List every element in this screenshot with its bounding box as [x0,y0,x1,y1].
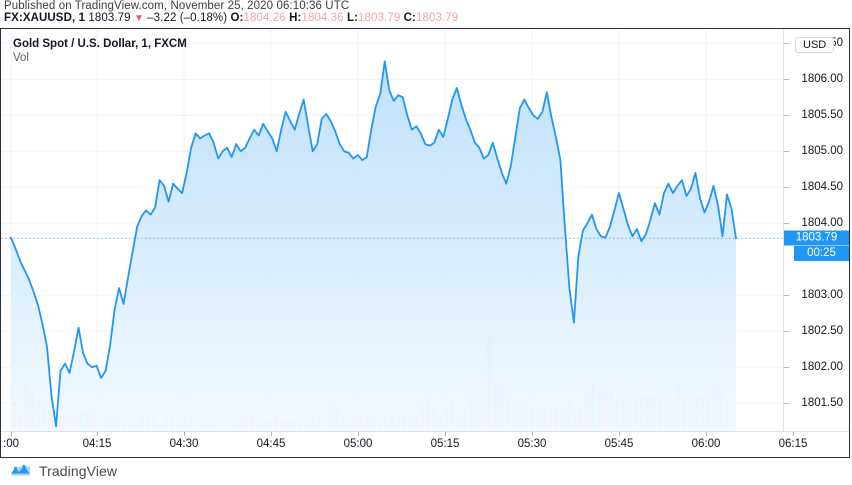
price-axis-tick [784,43,789,45]
time-axis-label: 05:00 [343,438,373,450]
close-label: C: [403,12,416,24]
triangle-down-icon: ▼ [133,13,144,24]
open-value: 1804.26 [243,12,286,24]
price-axis-label: 1806.00 [801,73,843,86]
high-label: H: [289,12,302,24]
time-axis-label: 04:30 [169,438,199,450]
time-axis-tick [532,432,533,436]
time-axis[interactable]: :00 04:15 04:30 04:45 05:00 05:15 05:30 05:45 06… [1,431,849,457]
price-axis-label: 1801.50 [801,397,843,410]
price-axis-tick [784,367,789,369]
price-axis-tick [784,295,789,297]
time-axis-tick [11,432,12,436]
time-axis-tick [619,432,620,436]
tradingview-logo-icon [10,464,32,479]
close-value: 1803.79 [415,12,459,24]
brand-name: TradingView [39,463,118,479]
high-value: 1804.36 [301,12,344,24]
price-axis-label: 1805.50 [801,109,843,122]
time-axis-label: 06:00 [691,438,721,450]
price-axis-label: 1802.50 [801,325,843,338]
time-axis-tick [793,432,794,436]
price-axis-label: 1804.00 [801,217,843,230]
time-axis-tick [184,432,185,436]
price-change: –3.22 (–0.18%) [147,12,228,24]
chart-frame: Gold Spot / U.S. Dollar, 1, FXCM Vol USD… [0,28,850,458]
time-axis-label: :00 [3,438,19,450]
symbol-quote-line: FX:XAUUSD, 1 1803.79 ▼ –3.22 (–0.18%) O:… [4,12,458,24]
time-axis-tick [445,432,446,436]
price-axis-label: 1803.00 [801,289,843,302]
low-value: 1803.79 [358,12,401,24]
price-axis-tick [784,223,789,225]
time-axis-label: 06:15 [778,438,808,450]
price-axis[interactable]: USD 1806.501806.001805.501805.001804.501… [783,29,849,431]
price-axis-tick [784,115,789,117]
time-axis-label: 05:15 [430,438,460,450]
time-axis-label: 04:45 [256,438,286,450]
current-price-badge: 1803.79 [784,230,849,246]
price-area-chart[interactable] [1,29,783,431]
time-axis-tick [358,432,359,436]
published-caption: Published on TradingView.com, November 2… [4,0,350,12]
time-axis-label: 04:15 [82,438,112,450]
time-axis-label: 05:45 [604,438,634,450]
symbol-ticker[interactable]: FX:XAUUSD, 1 [4,12,86,24]
time-axis-tick [706,432,707,436]
price-axis-tick [784,331,789,333]
plot-area[interactable] [1,29,783,431]
low-label: L: [346,12,359,24]
last-price: 1803.79 [88,12,131,24]
price-axis-tick [784,187,789,189]
price-axis-tick [784,79,789,81]
price-axis-label: 1804.50 [801,181,843,194]
time-axis-tick [97,432,98,436]
price-axis-label: 1802.00 [801,361,843,374]
time-axis-label: 05:30 [517,438,547,450]
price-axis-tick [784,151,789,153]
currency-chip[interactable]: USD [795,37,835,53]
time-axis-tick [271,432,272,436]
footer-brand[interactable]: TradingView [10,463,117,479]
bar-countdown-badge: 00:25 [794,246,849,262]
price-axis-tick [784,403,789,405]
open-label: O: [230,12,244,24]
price-axis-label: 1805.00 [801,145,843,158]
